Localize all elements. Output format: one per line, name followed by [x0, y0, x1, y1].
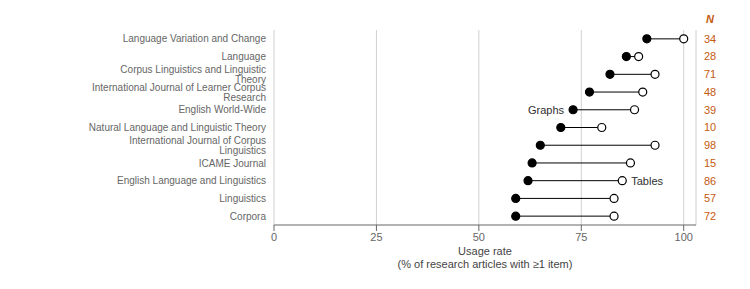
- svg-text:34: 34: [704, 33, 716, 45]
- svg-text:Tables: Tables: [631, 175, 663, 187]
- html-text:Theory: Theory: [234, 73, 266, 85]
- svg-text:International Journal of Learn: International Journal of Learner CorpusR…: [92, 82, 266, 103]
- svg-text:10: 10: [704, 121, 716, 133]
- svg-text:15: 15: [704, 157, 716, 169]
- svg-text:39: 39: [704, 104, 716, 116]
- svg-text:57: 57: [704, 192, 716, 204]
- svg-text:50: 50: [473, 231, 485, 243]
- svg-text:75: 75: [575, 231, 587, 243]
- svg-text:Graphs: Graphs: [528, 104, 565, 116]
- svg-text:Linguistics: Linguistics: [219, 193, 266, 204]
- svg-text:86: 86: [704, 175, 716, 187]
- svg-text:N: N: [706, 13, 715, 25]
- svg-text:100: 100: [675, 231, 693, 243]
- svg-text:Usage rate(% of research artic: Usage rate(% of research articles with ≥…: [398, 245, 573, 270]
- svg-text:48: 48: [704, 86, 716, 98]
- svg-text:71: 71: [704, 68, 716, 80]
- svg-text:International Journal of Corpu: International Journal of CorpusLinguisti…: [129, 135, 266, 156]
- svg-text:0: 0: [271, 231, 277, 243]
- svg-text:25: 25: [370, 231, 382, 243]
- svg-text:98: 98: [704, 139, 716, 151]
- svg-text:English World-Wide: English World-Wide: [178, 104, 266, 115]
- svg-text:Language: Language: [222, 51, 267, 62]
- svg-text:English Language and Linguisti: English Language and Linguistics: [117, 175, 266, 186]
- svg-text:Natural Language and Linguisti: Natural Language and Linguistic Theory: [89, 122, 266, 133]
- svg-text:ICAME Journal: ICAME Journal: [199, 158, 266, 169]
- svg-text:72: 72: [704, 210, 716, 222]
- svg-text:Corpora: Corpora: [230, 211, 267, 222]
- html-text:Corpus Linguistics and Linguis: Corpus Linguistics and Linguistic: [120, 63, 266, 75]
- svg-text:Language Variation and Change: Language Variation and Change: [123, 33, 267, 44]
- svg-text:28: 28: [704, 50, 716, 62]
